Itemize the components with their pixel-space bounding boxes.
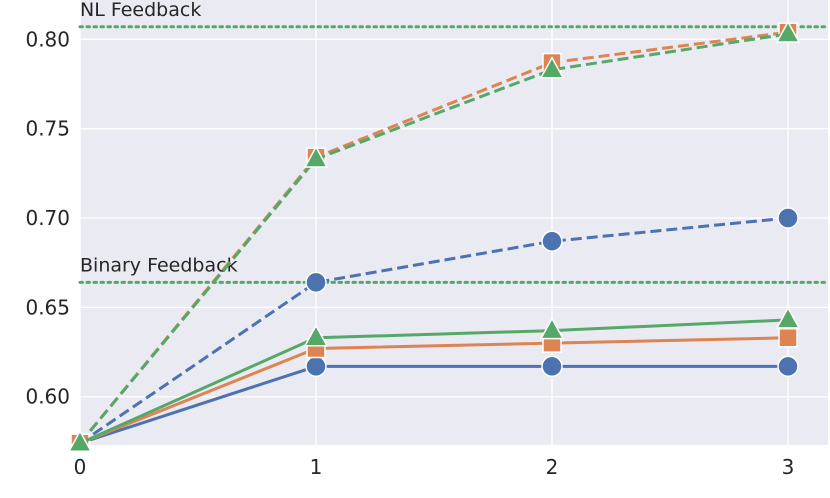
data-point	[539, 56, 565, 79]
data-point	[775, 306, 801, 329]
x-tick-label: 2	[546, 455, 559, 479]
reference-lines: NL Feedback Binary Feedback	[78, 0, 830, 284]
data-point	[777, 355, 799, 378]
series-line-6	[79, 318, 789, 445]
series-line-4	[79, 364, 788, 445]
data-point	[67, 429, 93, 452]
data-point	[539, 317, 565, 340]
x-tick-label: 1	[310, 455, 323, 479]
x-tick-label: 0	[74, 455, 87, 479]
y-tick-label: 0.70	[25, 206, 70, 230]
series-line-5	[79, 336, 789, 445]
y-tick-label: 0.65	[25, 295, 70, 319]
tick-labels: 0 1 2 3 0.60 0.65 0.70 0.75 0.80	[25, 27, 794, 479]
data-point	[541, 355, 563, 378]
data-point	[303, 324, 329, 347]
y-tick-label: 0.60	[25, 385, 70, 409]
data-point	[777, 207, 799, 229]
y-tick-label: 0.80	[25, 27, 70, 51]
data-point	[541, 230, 563, 253]
data-point	[775, 20, 801, 43]
series-line-1	[79, 216, 789, 445]
x-tick-label: 3	[782, 455, 795, 479]
data-point	[305, 355, 327, 378]
plot-area	[80, 0, 828, 445]
reference-line-label: NL Feedback	[80, 0, 201, 21]
data-point	[303, 145, 329, 168]
series-line-3	[78, 32, 789, 445]
y-tick-label: 0.75	[25, 117, 70, 141]
data-point	[778, 328, 798, 348]
series-group	[67, 20, 801, 454]
data-point	[305, 271, 327, 294]
reference-line-label: Binary Feedback	[80, 254, 238, 276]
